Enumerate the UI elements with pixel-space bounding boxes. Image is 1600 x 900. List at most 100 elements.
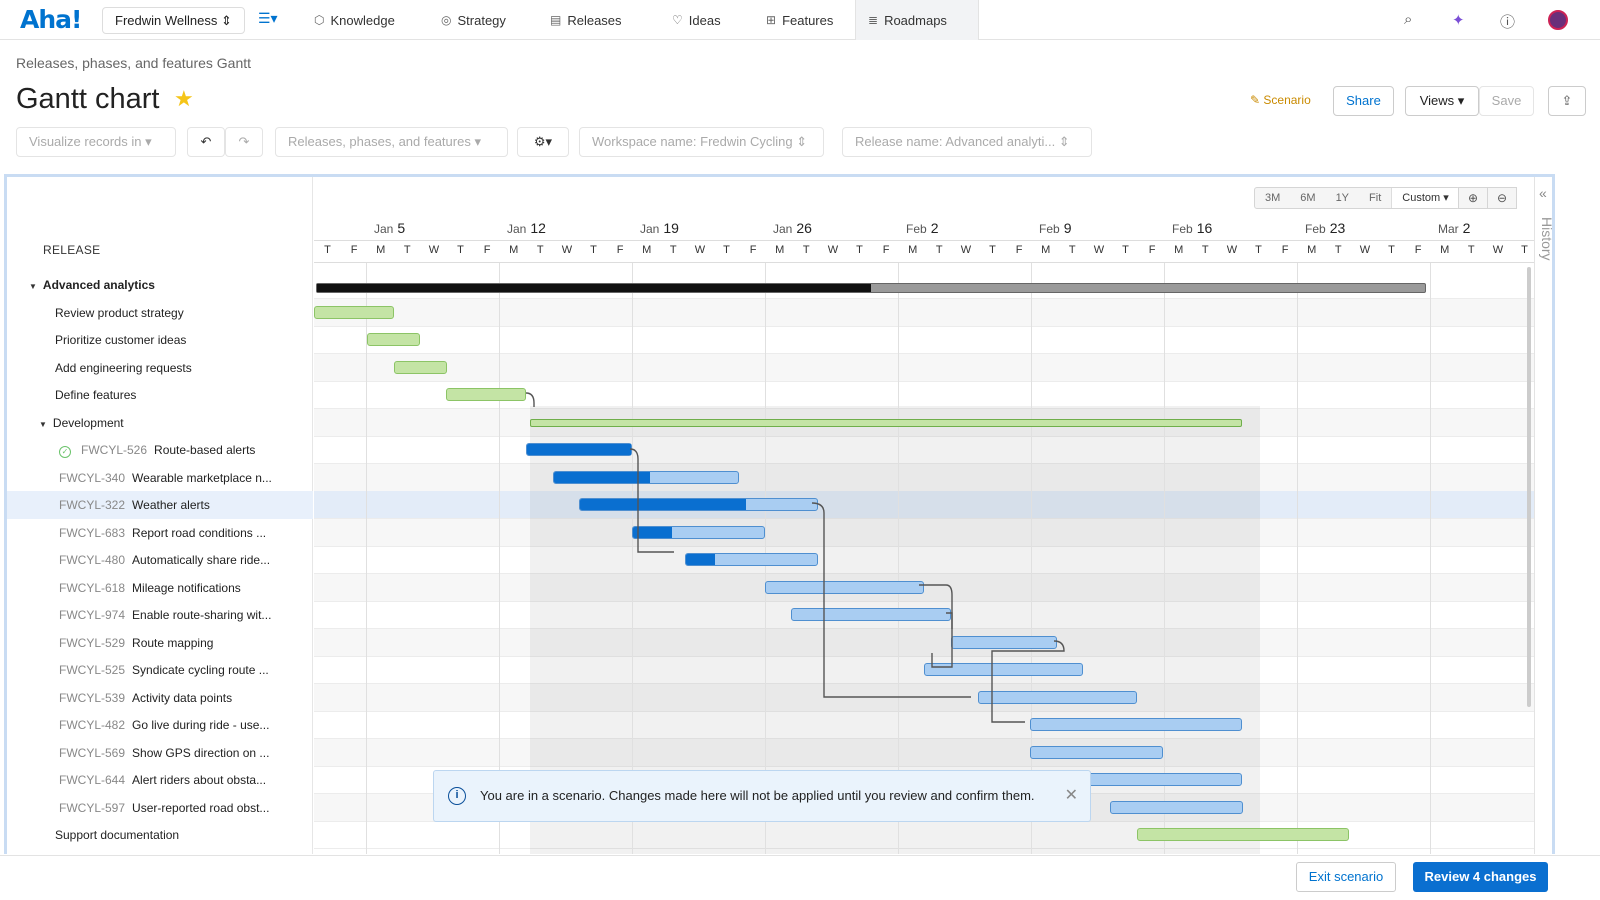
feature-bar[interactable] <box>791 608 951 621</box>
feature-bar[interactable] <box>765 580 924 594</box>
day-label: F <box>616 244 624 256</box>
phase-bar[interactable] <box>314 305 394 319</box>
release-bar[interactable] <box>316 283 1426 293</box>
vertical-scrollbar[interactable] <box>1527 267 1531 707</box>
zoom-custom[interactable]: Custom ▾ <box>1391 188 1459 208</box>
feature-bar[interactable] <box>1110 800 1243 814</box>
aha-logo[interactable]: Aha! <box>20 5 82 34</box>
feature-key[interactable]: FWCYL-480 <box>59 553 126 567</box>
export-icon[interactable]: ⇪ <box>1548 86 1586 116</box>
row-label: Enable route-sharing wit... <box>132 608 272 622</box>
menu-list-icon[interactable]: ☰▾ <box>258 10 278 26</box>
feature-row[interactable]: FWCYL-482 Go live during ride - use... <box>7 711 313 739</box>
scenario-badge[interactable]: ✎ Scenario <box>1250 93 1311 107</box>
phase-bar[interactable] <box>446 388 526 401</box>
phase-row[interactable]: Prioritize customer ideas <box>7 326 313 354</box>
feature-bar[interactable] <box>553 470 739 484</box>
timeline-row <box>314 738 1534 767</box>
feature-row[interactable]: FWCYL-322 Weather alerts <box>7 491 313 519</box>
phase-row[interactable]: Add engineering requests <box>7 354 313 382</box>
zoom-6m[interactable]: 6M <box>1300 192 1316 204</box>
feature-key[interactable]: FWCYL-644 <box>59 773 126 787</box>
feature-key[interactable]: FWCYL-974 <box>59 608 126 622</box>
phase-row[interactable]: ▼ Development <box>7 409 313 437</box>
feature-key[interactable]: FWCYL-683 <box>59 525 126 540</box>
release-filter[interactable]: Release name: Advanced analyti... ⇕ <box>842 127 1092 157</box>
phase-row[interactable]: Define features <box>7 381 313 409</box>
zoom-out-icon[interactable]: ⊖ <box>1487 187 1517 209</box>
feature-row[interactable]: FWCYL-597 User-reported road obst... <box>7 794 313 822</box>
nav-roadmaps[interactable]: ≣ Roadmaps <box>855 0 979 40</box>
nav-releases[interactable]: ▤ Releases <box>550 12 622 28</box>
nav-features[interactable]: ⊞ Features <box>766 12 834 28</box>
nav-ideas[interactable]: ♡ Ideas <box>672 12 721 28</box>
release-row[interactable]: ▼ Advanced analytics <box>7 271 313 299</box>
nav-knowledge[interactable]: ⬡ Knowledge <box>314 12 395 28</box>
feature-row[interactable]: FWCYL-340 Wearable marketplace n... <box>7 464 313 492</box>
phase-bar[interactable] <box>367 333 420 346</box>
feature-key[interactable]: FWCYL-529 <box>59 635 126 650</box>
feature-bar[interactable] <box>579 498 818 511</box>
help-icon[interactable]: ⓘ <box>1500 14 1516 31</box>
collapse-triangle-icon[interactable]: ▼ <box>39 419 47 429</box>
feature-key[interactable]: FWCYL-618 <box>59 580 126 595</box>
feature-row[interactable]: FWCYL-974 Enable route-sharing wit... <box>7 601 313 629</box>
feature-bar[interactable] <box>685 553 818 566</box>
feature-row[interactable]: FWCYL-618 Mileage notifications <box>7 574 313 602</box>
avatar[interactable] <box>1548 10 1568 30</box>
feature-bar[interactable] <box>951 635 1057 649</box>
phase-bar[interactable] <box>394 360 447 374</box>
feature-key[interactable]: FWCYL-482 <box>59 718 126 732</box>
feature-row[interactable]: FWCYL-539 Activity data points <box>7 684 313 712</box>
feature-key[interactable]: FWCYL-525 <box>59 663 126 677</box>
phase-row[interactable]: Support documentation <box>7 821 313 849</box>
feature-bar[interactable] <box>1030 745 1163 759</box>
exit-scenario-button[interactable]: Exit scenario <box>1296 862 1396 892</box>
feature-row[interactable]: FWCYL-683 Report road conditions ... <box>7 519 313 547</box>
feature-row[interactable]: FWCYL-644 Alert riders about obsta... <box>7 766 313 794</box>
records-dropdown[interactable]: Releases, phases, and features ▾ <box>275 127 508 157</box>
feature-key[interactable]: FWCYL-597 <box>59 800 126 815</box>
views-button[interactable]: Views ▾ <box>1405 86 1479 116</box>
redo-icon[interactable]: ↷ <box>225 127 263 157</box>
feature-key[interactable]: FWCYL-340 <box>59 470 126 485</box>
feature-bar[interactable] <box>924 663 1083 676</box>
history-panel[interactable]: « History <box>1534 177 1552 854</box>
zoom-fit[interactable]: Fit <box>1369 192 1382 204</box>
gear-icon[interactable]: ⚙▾ <box>517 127 569 157</box>
close-icon[interactable]: ✕ <box>1064 787 1078 804</box>
workspace-selector[interactable]: Fredwin Wellness ⇕ <box>102 7 245 34</box>
collapse-chevron-icon[interactable]: « <box>1539 185 1547 201</box>
save-button[interactable]: Save <box>1479 86 1534 116</box>
review-changes-button[interactable]: Review 4 changes <box>1413 862 1548 892</box>
feature-key[interactable]: FWCYL-526 <box>81 443 148 457</box>
ideas-icon: ♡ <box>672 13 683 27</box>
nav-strategy[interactable]: ◎ Strategy <box>441 12 506 28</box>
phase-bar[interactable] <box>1137 828 1349 841</box>
search-icon[interactable]: ⌕ <box>1404 11 1413 28</box>
feature-row[interactable]: FWCYL-480 Automatically share ride... <box>7 546 313 574</box>
workspace-filter[interactable]: Workspace name: Fredwin Cycling ⇕ <box>579 127 824 157</box>
zoom-in-icon[interactable]: ⊕ <box>1458 187 1488 209</box>
feature-row[interactable]: FWCYL-529 Route mapping <box>7 629 313 657</box>
collapse-triangle-icon[interactable]: ▼ <box>29 282 37 291</box>
share-button[interactable]: Share <box>1333 86 1394 116</box>
feature-key[interactable]: FWCYL-322 <box>59 498 126 512</box>
feature-bar[interactable] <box>978 690 1137 704</box>
feature-row[interactable]: FWCYL-569 Show GPS direction on ... <box>7 739 313 767</box>
feature-bar[interactable] <box>1030 718 1242 731</box>
ai-sparkle-icon[interactable]: ✦ <box>1452 12 1465 29</box>
feature-bar[interactable] <box>526 443 632 456</box>
feature-bar[interactable] <box>632 525 765 539</box>
feature-row[interactable]: ✓ FWCYL-526 Route-based alerts <box>7 436 313 464</box>
zoom-3m[interactable]: 3M <box>1265 192 1281 204</box>
zoom-1y[interactable]: 1Y <box>1335 192 1350 204</box>
development-bar[interactable] <box>530 419 1242 427</box>
visualize-dropdown[interactable]: Visualize records in ▾ <box>16 127 176 157</box>
feature-key[interactable]: FWCYL-539 <box>59 690 126 705</box>
feature-row[interactable]: FWCYL-525 Syndicate cycling route ... <box>7 656 313 684</box>
undo-icon[interactable]: ↶ <box>187 127 225 157</box>
star-icon[interactable]: ★ <box>174 86 194 111</box>
feature-key[interactable]: FWCYL-569 <box>59 745 126 760</box>
phase-row[interactable]: Review product strategy <box>7 299 313 327</box>
